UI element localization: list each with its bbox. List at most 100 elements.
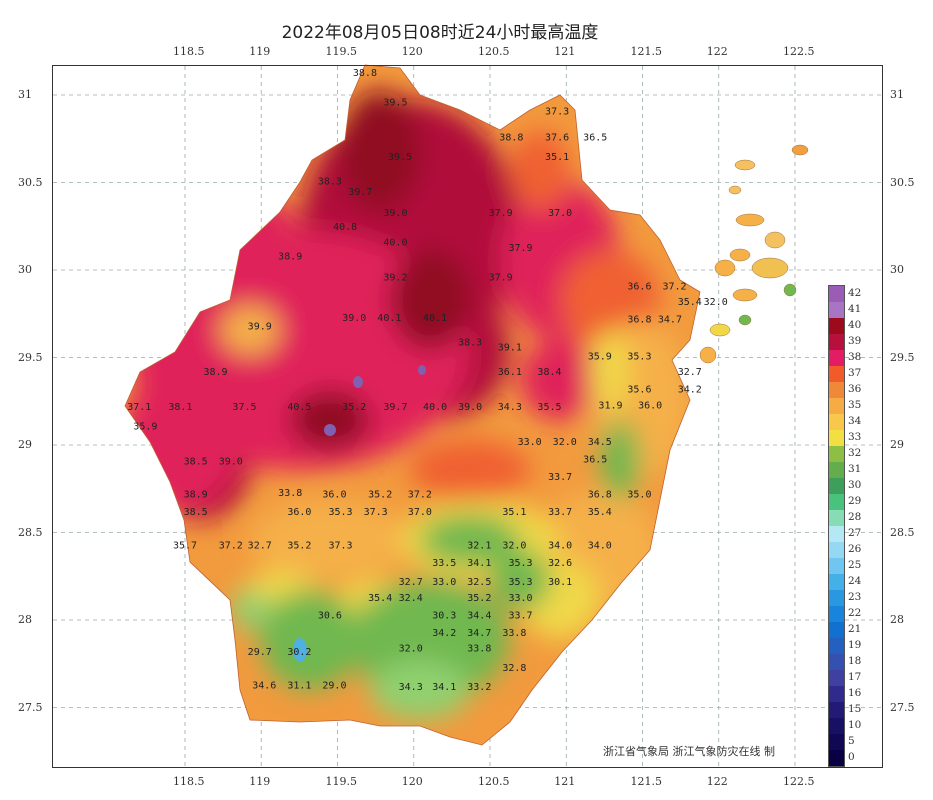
station-value: 32.4: [399, 593, 423, 604]
lat-tick-right: 29: [890, 438, 904, 451]
color-legend-bar: [828, 285, 845, 767]
station-value: 30.2: [287, 647, 311, 658]
lon-tick-bottom: 119.5: [325, 775, 358, 788]
station-value: 32.0: [704, 297, 728, 308]
lake-mark: [353, 376, 363, 388]
island: [728, 185, 742, 195]
station-value: 35.3: [508, 577, 532, 588]
station-value: 31.9: [598, 400, 622, 411]
station-value: 33.7: [508, 610, 532, 621]
station-value: 34.7: [658, 315, 682, 326]
station-value: 39.7: [348, 187, 372, 198]
station-value: 39.0: [219, 456, 243, 467]
lat-tick-right: 28: [890, 613, 904, 626]
station-value: 37.1: [127, 402, 151, 413]
legend-label: 5: [848, 735, 855, 747]
legend-label: 25: [848, 559, 862, 571]
station-value: 37.3: [545, 106, 569, 117]
station-value: 37.3: [364, 507, 388, 518]
legend-swatch: [829, 478, 844, 494]
lon-tick-bottom: 118.5: [173, 775, 205, 788]
legend-swatch: [829, 526, 844, 542]
station-value: 37.9: [489, 208, 513, 219]
lon-tick-bottom: 121: [554, 775, 576, 788]
station-value: 39.5: [383, 98, 407, 109]
island: [714, 259, 736, 277]
station-value: 36.0: [287, 507, 311, 518]
legend-swatch: [829, 366, 844, 382]
lake-mark: [418, 365, 426, 375]
station-value: 35.1: [502, 507, 526, 518]
station-value: 35.2: [368, 490, 392, 501]
lon-tick-bottom: 119: [249, 775, 271, 788]
station-value: 31.1: [287, 680, 311, 691]
island: [751, 257, 789, 279]
station-value: 35.3: [627, 351, 651, 362]
station-value: 36.6: [627, 281, 651, 292]
legend-label: 26: [848, 543, 862, 555]
legend-swatch: [829, 542, 844, 558]
station-value: 36.8: [588, 490, 612, 501]
lon-tick-bottom: 120.5: [478, 775, 510, 788]
station-value: 38.8: [353, 68, 377, 79]
station-value: 36.5: [583, 133, 607, 144]
station-value: 35.0: [627, 490, 651, 501]
station-value: 33.7: [548, 507, 572, 518]
station-value: 40.1: [377, 313, 401, 324]
lat-tick-left: 31: [18, 88, 32, 101]
temperature-zone: [590, 330, 630, 410]
legend-label: 37: [848, 367, 862, 379]
lon-tick-bottom: 121.5: [630, 775, 663, 788]
color-legend-labels: 42 41 40 39 38 37 36 35 34 33 32 31 30 29 28 27 26 25 24 23…: [848, 285, 861, 765]
island: [734, 159, 756, 171]
legend-label: 0: [848, 751, 855, 763]
legend-swatch: [829, 286, 844, 302]
coastal-islands: [293, 144, 809, 662]
legend-swatch: [829, 558, 844, 574]
station-value: 34.4: [467, 610, 491, 621]
station-value: 34.3: [498, 402, 522, 413]
legend-label: 29: [848, 495, 862, 507]
station-value: 40.8: [333, 222, 357, 233]
station-value: 34.3: [399, 682, 423, 693]
lon-tick-bottom: 122.5: [783, 775, 815, 788]
station-value: 32.1: [467, 540, 491, 551]
legend-label: 34: [848, 415, 862, 427]
legend-label: 18: [848, 655, 862, 667]
legend-label: 40: [848, 319, 862, 331]
legend-label: 42: [848, 287, 862, 299]
island: [729, 248, 751, 262]
station-value: 38.4: [537, 367, 561, 378]
legend-swatch: [829, 670, 844, 686]
legend-label: 16: [848, 687, 862, 699]
lat-tick-right: 30.5: [890, 175, 915, 189]
station-value: 35.4: [588, 507, 612, 518]
station-value: 34.5: [588, 437, 612, 448]
station-value: 35.6: [627, 385, 651, 396]
legend-swatch: [829, 334, 844, 350]
map-frame: [52, 65, 883, 768]
legend-label: 10: [848, 719, 862, 731]
map-title: 2022年08月05日08时近24小时最高温度: [281, 23, 599, 43]
temperature-zone: [600, 420, 640, 500]
station-value: 35.2: [342, 402, 366, 413]
legend-label: 39: [848, 335, 862, 347]
legend-label: 22: [848, 607, 862, 619]
station-value: 37.3: [329, 540, 353, 551]
temperature-zone: [340, 90, 420, 210]
station-value: 35.5: [537, 402, 561, 413]
lat-tick-left: 29: [18, 438, 32, 451]
legend-label: 31: [848, 463, 862, 475]
legend-label: 23: [848, 591, 862, 603]
island: [735, 213, 765, 227]
island: [783, 283, 797, 297]
station-value: 29.0: [322, 680, 346, 691]
station-value: 37.2: [219, 540, 243, 551]
legend-swatch: [829, 414, 844, 430]
lon-tick-top: 122.5: [783, 45, 815, 58]
station-value: 35.2: [467, 593, 491, 604]
station-value: 32.6: [548, 558, 572, 569]
station-value: 32.8: [502, 663, 526, 674]
temperature-zone: [260, 590, 360, 690]
legend-swatch: [829, 574, 844, 590]
